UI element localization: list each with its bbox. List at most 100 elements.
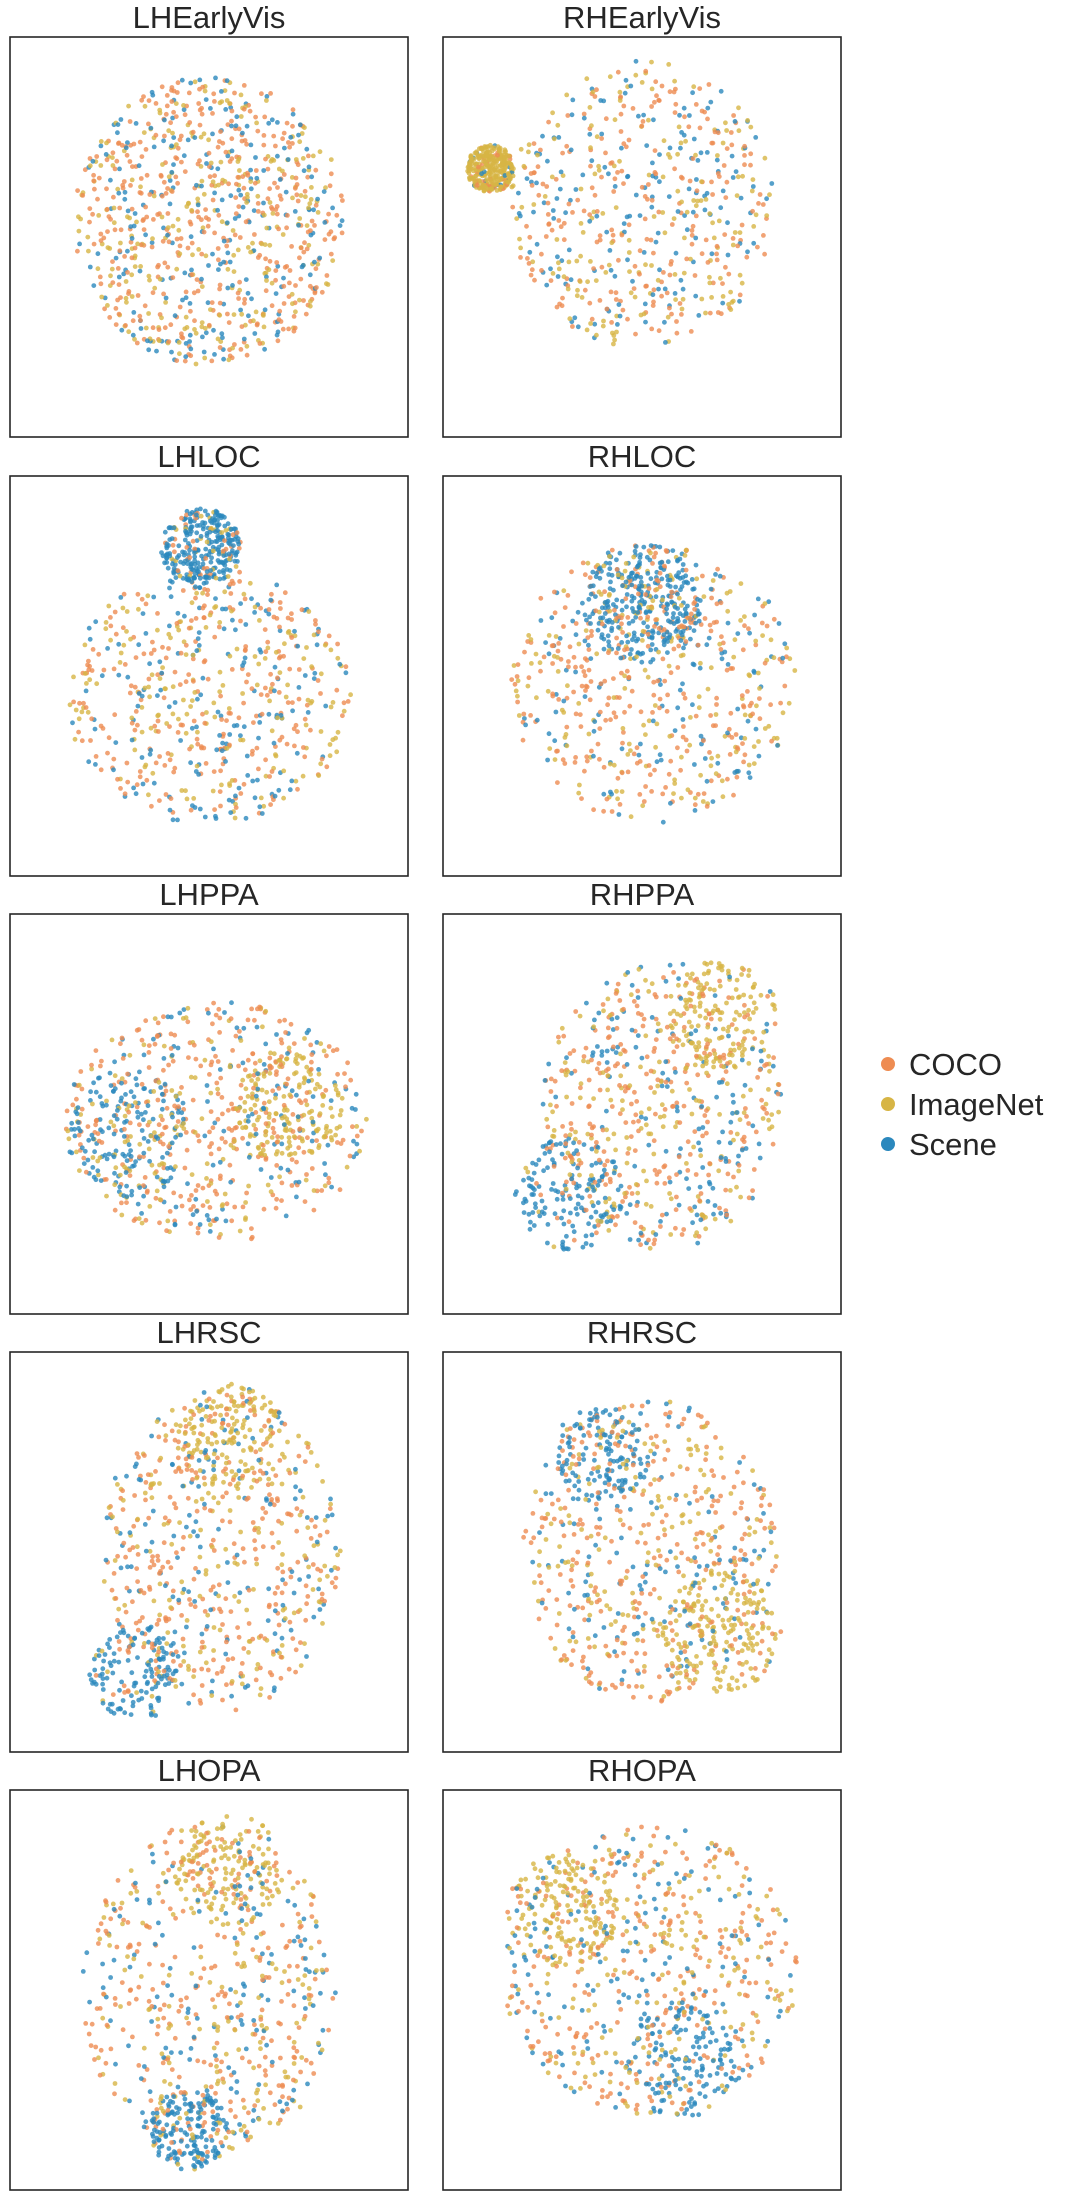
point-coco — [185, 245, 191, 251]
point-imagenet — [754, 703, 759, 709]
point-scene — [285, 157, 291, 162]
point-coco — [235, 290, 241, 296]
point-coco — [122, 662, 128, 667]
point-scene — [630, 278, 635, 284]
point-coco — [695, 642, 701, 648]
point-coco — [234, 530, 240, 536]
point-scene — [680, 717, 686, 722]
point-scene — [249, 596, 254, 602]
point-imagenet — [183, 788, 188, 794]
point-imagenet — [686, 1019, 692, 1025]
point-imagenet — [495, 163, 501, 169]
point-coco — [138, 242, 144, 248]
point-coco — [677, 301, 683, 306]
point-imagenet — [675, 188, 681, 194]
point-coco — [114, 158, 120, 164]
point-scene — [351, 1154, 357, 1160]
point-imagenet — [132, 747, 138, 753]
point-imagenet — [737, 230, 743, 236]
point-scene — [160, 1155, 165, 1160]
point-coco — [632, 263, 638, 269]
point-coco — [632, 1148, 638, 1153]
point-imagenet — [266, 267, 272, 273]
point-coco — [312, 223, 317, 228]
point-scene — [123, 1170, 129, 1175]
point-coco — [172, 549, 177, 555]
point-coco — [92, 186, 97, 192]
point-imagenet — [667, 733, 673, 739]
point-coco — [242, 648, 248, 653]
point-coco — [187, 1197, 192, 1203]
point-coco — [217, 300, 223, 306]
point-coco — [528, 713, 533, 718]
point-coco — [212, 807, 218, 812]
point-imagenet — [552, 757, 558, 762]
point-coco — [667, 89, 673, 95]
point-coco — [212, 173, 218, 179]
point-scene — [165, 1166, 170, 1171]
point-scene — [234, 114, 240, 120]
point-scene — [587, 614, 592, 620]
point-imagenet — [240, 737, 246, 743]
point-imagenet — [301, 1055, 306, 1061]
point-coco — [580, 560, 586, 566]
point-imagenet — [264, 1139, 270, 1145]
point-scene — [328, 1098, 334, 1103]
point-imagenet — [286, 1045, 292, 1051]
point-coco — [160, 644, 165, 650]
point-scene — [322, 220, 328, 225]
point-coco — [700, 573, 705, 579]
point-scene — [93, 762, 98, 767]
point-coco — [253, 1126, 259, 1132]
point-imagenet — [210, 788, 216, 794]
point-coco — [737, 292, 743, 298]
point-imagenet — [291, 1134, 297, 1139]
point-imagenet — [693, 152, 698, 158]
point-coco — [180, 588, 186, 593]
point-coco — [653, 617, 659, 623]
point-imagenet — [672, 777, 677, 783]
point-imagenet — [676, 982, 681, 988]
point-coco — [161, 1165, 167, 1171]
point-scene — [159, 670, 165, 676]
point-scene — [203, 546, 209, 552]
point-scene — [678, 630, 684, 635]
point-coco — [118, 227, 124, 233]
point-imagenet — [249, 1095, 255, 1101]
point-imagenet — [119, 1076, 125, 1081]
point-scene — [627, 1237, 633, 1242]
point-scene — [546, 651, 552, 657]
point-imagenet — [198, 134, 204, 140]
point-scene — [752, 612, 757, 618]
point-coco — [209, 1141, 215, 1146]
point-coco — [159, 193, 165, 199]
point-coco — [98, 281, 104, 287]
point-imagenet — [248, 249, 254, 255]
point-imagenet — [501, 158, 507, 164]
point-coco — [293, 283, 298, 288]
point-coco — [343, 1084, 348, 1090]
point-imagenet — [285, 1145, 291, 1151]
point-imagenet — [320, 1103, 326, 1108]
point-coco — [194, 277, 200, 282]
point-coco — [662, 563, 667, 569]
point-scene — [595, 1044, 600, 1049]
point-imagenet — [252, 654, 258, 659]
point-scene — [211, 327, 216, 333]
point-imagenet — [555, 669, 561, 674]
scatter-points — [509, 543, 798, 825]
point-scene — [715, 760, 721, 766]
point-coco — [261, 142, 267, 148]
point-coco — [608, 161, 614, 166]
point-coco — [568, 1121, 574, 1126]
point-imagenet — [715, 753, 721, 759]
panel-frame — [9, 913, 409, 1315]
point-coco — [205, 676, 211, 682]
point-scene — [261, 200, 266, 206]
point-scene — [232, 558, 238, 564]
point-imagenet — [525, 683, 531, 689]
point-coco — [730, 236, 736, 241]
point-coco — [657, 705, 662, 711]
point-coco — [159, 84, 165, 90]
point-imagenet — [632, 294, 638, 300]
